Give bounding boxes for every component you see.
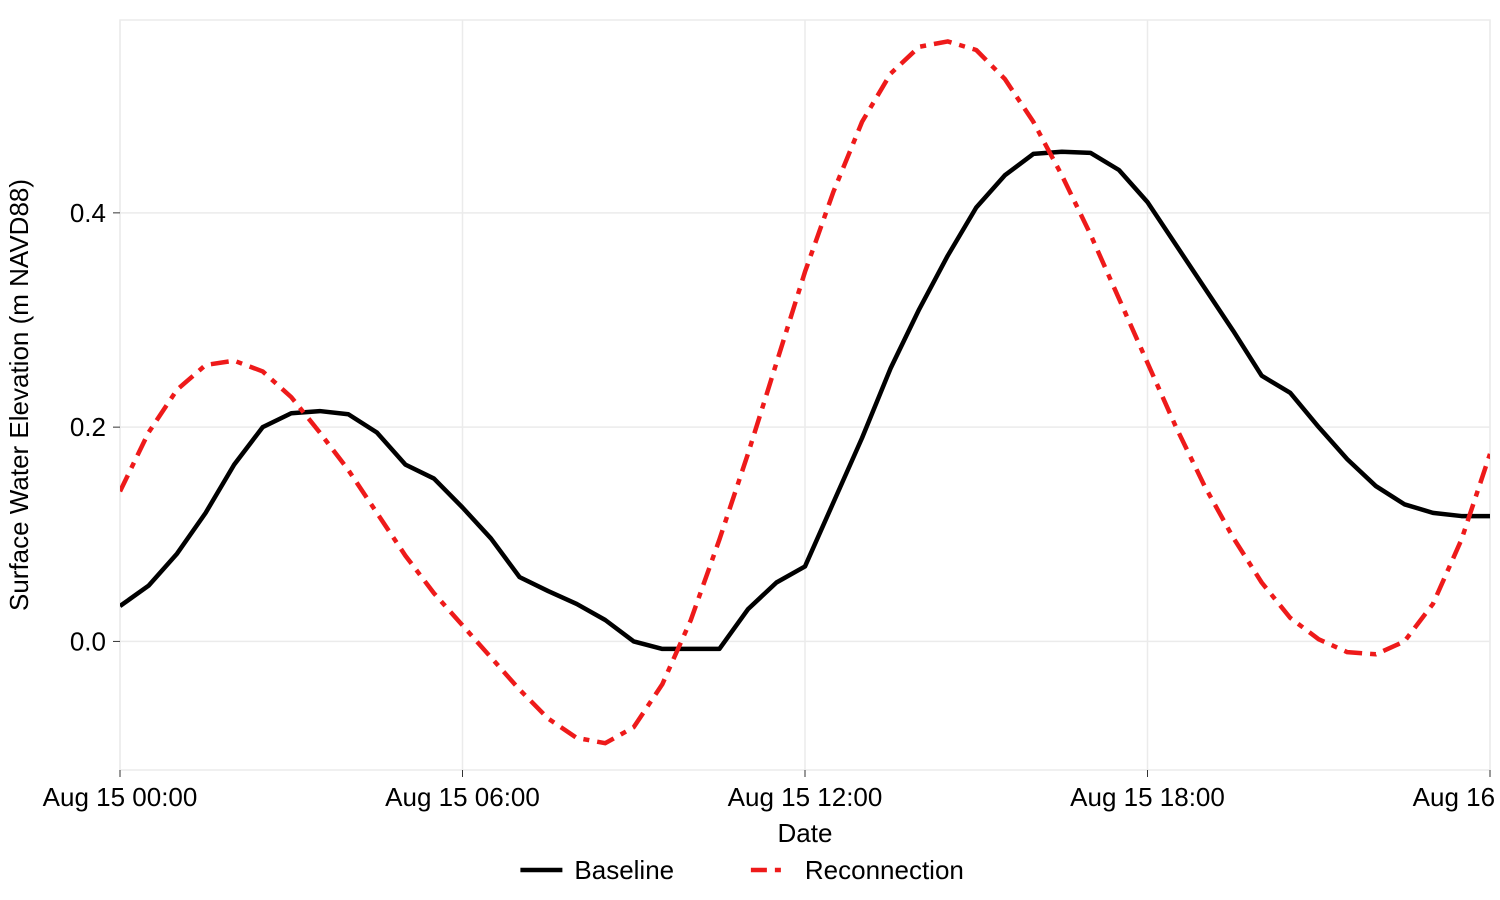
x-tick-label: Aug 15 18:00	[1070, 782, 1225, 812]
y-tick-label: 0.2	[70, 412, 106, 442]
x-tick-label: Aug 16 00:00	[1413, 782, 1500, 812]
chart-container: Aug 15 00:00 Aug 15 06:00 Aug 15 12:00 Aug …	[0, 0, 1500, 900]
legend-label-reconnection: Reconnection	[805, 855, 964, 885]
y-axis-title: Surface Water Elevation (m NAVD88)	[4, 179, 34, 611]
x-axis-title: Date	[778, 818, 833, 848]
x-tick-label: Aug 15 00:00	[43, 782, 198, 812]
y-tick-label: 0.4	[70, 198, 106, 228]
y-tick-label: 0.0	[70, 626, 106, 656]
x-tick-label: Aug 15 12:00	[728, 782, 883, 812]
legend-label-baseline: Baseline	[574, 855, 674, 885]
line-chart: Aug 15 00:00 Aug 15 06:00 Aug 15 12:00 Aug …	[0, 0, 1500, 900]
x-tick-label: Aug 15 06:00	[385, 782, 540, 812]
